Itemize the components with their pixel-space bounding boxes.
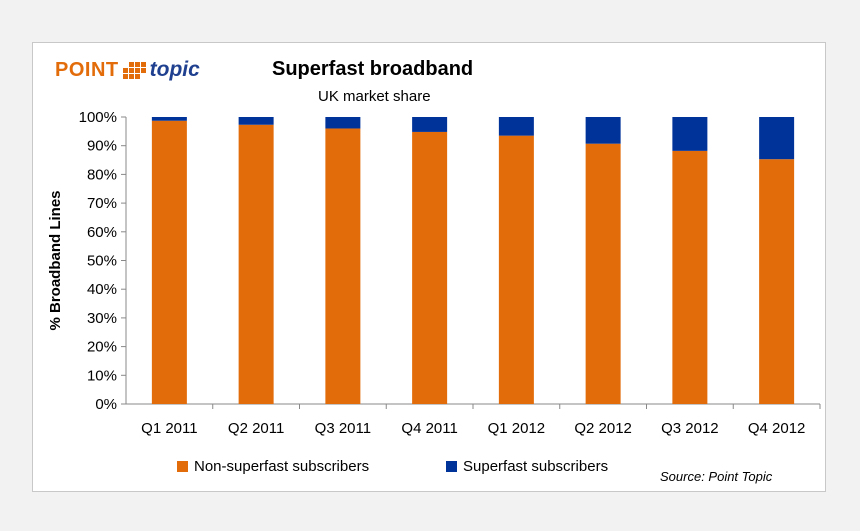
bar-non-superfast-q2-2012 — [585, 143, 621, 405]
bar-non-superfast-q3-2012 — [672, 150, 708, 404]
y-tick-label: 10% — [87, 367, 117, 384]
y-tick-label: 60% — [87, 224, 117, 241]
x-tick-label: Q3 2011 — [315, 420, 371, 437]
bar-non-superfast-q4-2011 — [412, 131, 448, 404]
x-tick-label: Q3 2012 — [661, 420, 719, 437]
bar-superfast-q3-2012 — [672, 117, 708, 151]
bar-superfast-q1-2011 — [151, 117, 187, 121]
y-tick-label: 20% — [87, 339, 117, 356]
bar-superfast-q2-2012 — [585, 117, 621, 144]
legend-item-non-superfast: Non-superfast subscribers — [177, 458, 369, 475]
x-tick-label: Q2 2012 — [574, 420, 632, 437]
y-tick-label: 80% — [87, 166, 117, 183]
y-tick-label: 70% — [87, 195, 117, 212]
x-tick-label: Q4 2011 — [401, 420, 457, 437]
y-tick-label: 50% — [87, 253, 117, 270]
y-tick-label: 100% — [79, 109, 117, 126]
bar-non-superfast-q4-2012 — [759, 159, 795, 404]
y-tick-label: 30% — [87, 310, 117, 327]
bar-superfast-q1-2012 — [498, 117, 534, 136]
bar-superfast-q3-2011 — [325, 117, 361, 129]
legend-swatch-blue — [446, 461, 457, 472]
bar-non-superfast-q1-2012 — [498, 135, 534, 404]
y-tick-label: 90% — [87, 138, 117, 155]
bar-non-superfast-q2-2011 — [238, 124, 274, 405]
x-tick-label: Q4 2012 — [748, 420, 806, 437]
y-tick-label: 40% — [87, 281, 117, 298]
legend-label-non-superfast: Non-superfast subscribers — [194, 458, 370, 475]
y-tick-label: 0% — [95, 396, 117, 413]
x-tick-label: Q1 2011 — [141, 420, 197, 437]
logo-topic-text: topic — [149, 58, 200, 81]
bar-non-superfast-q1-2011 — [151, 120, 187, 404]
x-tick-label: Q1 2012 — [488, 420, 546, 437]
y-axis-title: % Broadband Lines — [47, 190, 64, 330]
legend-item-superfast: Superfast subscribers — [446, 458, 608, 475]
bar-superfast-q4-2012 — [759, 117, 795, 160]
bar-non-superfast-q3-2011 — [325, 128, 361, 405]
x-tick-label: Q2 2011 — [228, 420, 284, 437]
bar-superfast-q4-2011 — [412, 117, 448, 132]
legend-label-superfast: Superfast subscribers — [463, 458, 609, 475]
logo-grid-icon — [122, 61, 146, 79]
source-note: Source: Point Topic — [660, 469, 773, 484]
point-topic-logo: POINT topic — [55, 58, 200, 82]
chart-title: Superfast broadband — [272, 58, 474, 80]
legend-swatch-orange — [177, 461, 188, 472]
bar-superfast-q2-2011 — [238, 117, 274, 125]
chart-subtitle: UK market share — [318, 88, 431, 105]
logo-point-text: POINT — [55, 58, 119, 81]
